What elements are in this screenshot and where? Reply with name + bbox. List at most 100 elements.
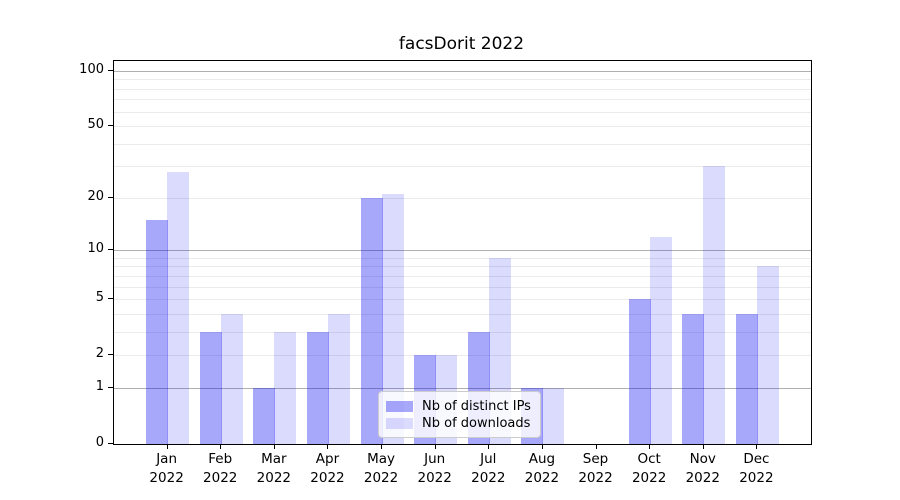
- x-tick-label-jun: Jun 2022: [395, 450, 475, 488]
- x-tick-label-oct: Oct 2022: [609, 450, 689, 488]
- minor-gridline: [114, 197, 811, 199]
- y-tick-label: 10: [87, 241, 104, 257]
- x-tick-year: 2022: [363, 470, 399, 486]
- bar-downloads-dec: [756, 266, 779, 444]
- major-gridline: [114, 250, 811, 252]
- bar-downloads-aug: [542, 387, 565, 444]
- x-tick-year: 2022: [256, 470, 292, 486]
- plot-area: [113, 60, 812, 445]
- chart-title: facsDorit 2022: [398, 34, 525, 54]
- minor-gridline: [114, 126, 811, 128]
- x-tick-label-jul: Jul 2022: [448, 450, 528, 488]
- x-tick-month: Dec: [743, 451, 770, 467]
- minor-gridline: [114, 286, 811, 288]
- x-tick-year: 2022: [631, 470, 667, 486]
- y-tick-label: 2: [95, 346, 104, 362]
- bar-downloads-apr: [327, 313, 350, 444]
- x-tick-month: Jun: [424, 451, 446, 467]
- minor-gridline: [114, 257, 811, 259]
- y-tick-mark: [108, 125, 113, 127]
- x-tick-mark: [273, 444, 275, 449]
- bar-distinct-ips-dec: [735, 313, 758, 444]
- x-tick-mark: [434, 444, 436, 449]
- bar-downloads-jan: [167, 171, 190, 444]
- x-tick-month: May: [367, 451, 396, 467]
- bar-downloads-feb: [220, 313, 243, 444]
- bar-distinct-ips-apr: [306, 331, 329, 444]
- x-tick-month: Jan: [156, 451, 178, 467]
- bar-distinct-ips-may: [360, 197, 383, 444]
- minor-gridline: [114, 166, 811, 168]
- x-tick-mark: [541, 444, 543, 449]
- minor-gridline: [114, 111, 811, 113]
- x-tick-month: Apr: [315, 451, 340, 467]
- x-tick-year: 2022: [739, 470, 774, 486]
- x-tick-label-aug: Aug 2022: [502, 450, 582, 488]
- minor-gridline: [114, 266, 811, 268]
- legend-label-downloads: Nb of downloads: [422, 415, 531, 431]
- minor-gridline: [114, 143, 811, 145]
- legend-entry-distinct-ips: Nb of distinct IPs: [386, 398, 531, 414]
- y-tick-mark: [108, 70, 113, 71]
- major-gridline: [114, 71, 811, 72]
- bar-distinct-ips-nov: [682, 313, 705, 444]
- legend: Nb of distinct IPs Nb of downloads: [378, 391, 541, 438]
- bar-distinct-ips-mar: [253, 387, 276, 444]
- x-tick-label-mar: Mar 2022: [234, 450, 314, 488]
- y-tick-label: 1: [95, 378, 104, 394]
- minor-gridline: [114, 79, 811, 81]
- x-tick-year: 2022: [310, 470, 345, 486]
- y-tick-mark: [108, 298, 113, 300]
- x-tick-label-apr: Apr 2022: [287, 450, 367, 488]
- bar-downloads-nov: [703, 166, 726, 444]
- x-tick-month: Nov: [689, 451, 716, 467]
- x-tick-year: 2022: [203, 470, 238, 486]
- bar-distinct-ips-oct: [628, 299, 651, 444]
- x-tick-label-may: May 2022: [341, 450, 421, 488]
- x-tick-label-feb: Feb 2022: [180, 450, 260, 488]
- x-tick-mark: [756, 444, 758, 449]
- x-tick-year: 2022: [149, 470, 184, 486]
- x-tick-month: Sep: [582, 451, 609, 467]
- x-tick-year: 2022: [578, 470, 613, 486]
- minor-gridline: [114, 355, 811, 357]
- x-tick-month: Aug: [528, 451, 556, 467]
- x-tick-month: Mar: [261, 451, 287, 467]
- legend-swatch-distinct-ips: [386, 400, 413, 412]
- x-tick-month: Jul: [480, 451, 497, 467]
- x-tick-mark: [166, 444, 168, 449]
- y-tick-mark: [108, 249, 113, 251]
- y-tick-mark: [108, 354, 113, 356]
- x-tick-mark: [327, 444, 329, 449]
- bar-distinct-ips-feb: [199, 331, 222, 444]
- bar-downloads-mar: [274, 331, 297, 444]
- x-tick-mark: [220, 444, 222, 449]
- y-tick-label: 20: [87, 188, 104, 204]
- x-tick-year: 2022: [471, 470, 506, 486]
- bar-distinct-ips-jan: [146, 219, 169, 444]
- legend-label-distinct-ips: Nb of distinct IPs: [422, 398, 531, 414]
- y-tick-label: 0: [95, 435, 104, 450]
- x-tick-label-nov: Nov 2022: [663, 450, 743, 488]
- minor-gridline: [114, 331, 811, 333]
- x-tick-label-jan: Jan 2022: [127, 450, 207, 488]
- x-tick-mark: [381, 444, 383, 449]
- x-tick-year: 2022: [685, 470, 720, 486]
- minor-gridline: [114, 275, 811, 277]
- minor-gridline: [114, 299, 811, 301]
- x-tick-mark: [595, 444, 597, 449]
- x-tick-year: 2022: [524, 470, 560, 486]
- x-tick-year: 2022: [417, 470, 452, 486]
- x-tick-label-sep: Sep 2022: [556, 450, 636, 488]
- y-tick-mark: [108, 196, 113, 198]
- x-tick-mark: [649, 444, 651, 449]
- y-tick-label: 100: [79, 62, 104, 77]
- y-tick-label: 50: [87, 117, 104, 133]
- y-tick-label: 5: [95, 290, 104, 306]
- x-tick-mark: [702, 444, 704, 449]
- major-gridline: [114, 387, 811, 389]
- y-tick-mark: [108, 386, 113, 388]
- bar-downloads-oct: [649, 236, 672, 444]
- bar-downloads-may: [381, 194, 404, 444]
